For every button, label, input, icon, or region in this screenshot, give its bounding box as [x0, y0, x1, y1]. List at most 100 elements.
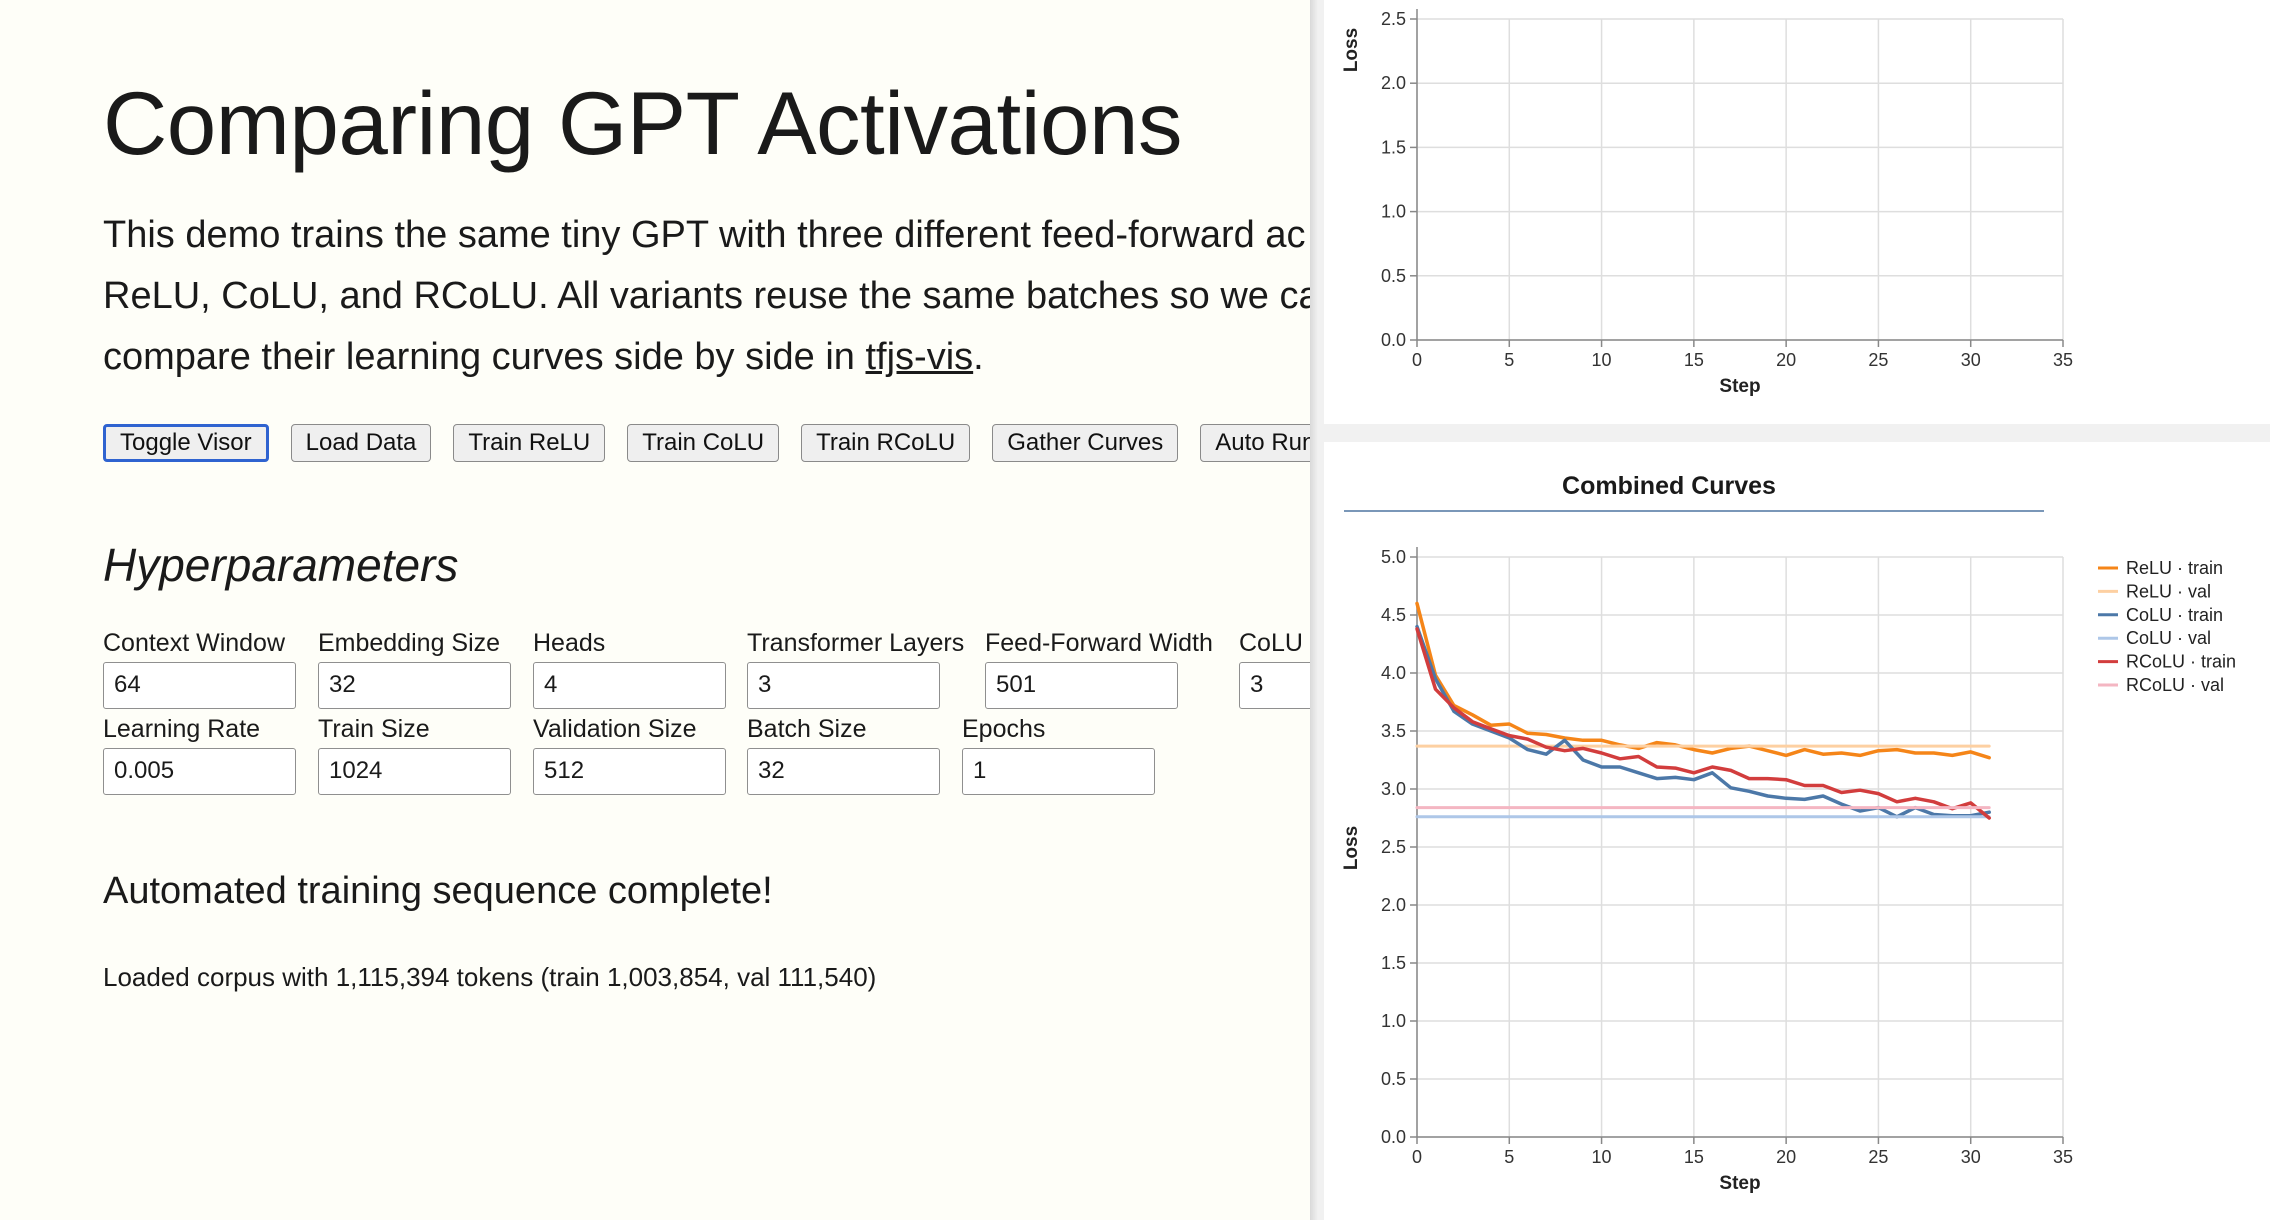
epochs-field: Epochs 1: [962, 714, 1155, 795]
x-axis-title: Step: [1719, 376, 1760, 397]
legend-label: RCoLU · train: [2126, 652, 2236, 672]
loss-chart-card: 0 5 10 15 20 25 30 35 0.0 0.5 1.0 1.5 2.0 2.5 Step Loss: [1324, 0, 2270, 424]
load-data-button[interactable]: Load Data: [290, 424, 432, 462]
context-window-input[interactable]: 64: [103, 662, 296, 709]
field-label: Transformer Layers: [747, 629, 965, 657]
x-tick-label: 15: [1684, 1147, 1704, 1167]
transformer-layers-input[interactable]: 3: [747, 662, 940, 709]
intro-line: This demo trains the same tiny GPT with …: [103, 214, 1306, 256]
main-panel: Comparing GPT Activations This demo trai…: [103, 73, 1310, 992]
legend-label: CoLU · train: [2126, 605, 2223, 625]
y-tick-label: 4.0: [1381, 663, 1406, 683]
y-tick-label: 2.5: [1381, 9, 1406, 29]
chart-title: Combined Curves: [1562, 472, 1776, 500]
auto-run-button[interactable]: Auto Run A: [1200, 424, 1310, 462]
x-tick-label: 10: [1592, 1147, 1612, 1167]
y-tick-label: 1.0: [1381, 202, 1406, 222]
learning-rate-field: Learning Rate 0.005: [103, 714, 296, 795]
combined-curves-card: Combined Curves 0 5 10 15 20 25 30 35 0.0 0.5 1.0 1…: [1324, 442, 2270, 1220]
series-line: [1415, 624, 1991, 819]
batch-size-field: Batch Size 32: [747, 714, 940, 795]
heads-input[interactable]: 4: [533, 662, 726, 709]
field-label: Train Size: [318, 715, 430, 743]
field-label: Heads: [533, 629, 606, 657]
intro-line-end: .: [973, 336, 984, 378]
series-line: [1415, 627, 1991, 820]
validation-size-field: Validation Size 512: [533, 714, 726, 795]
x-tick-label: 5: [1504, 350, 1514, 370]
legend-label: RCoLU · val: [2126, 675, 2224, 695]
y-tick-label: 1.0: [1381, 1011, 1406, 1031]
x-tick-label: 15: [1684, 350, 1704, 370]
y-tick-label: 3.0: [1381, 779, 1406, 799]
x-tick-label: 10: [1592, 350, 1612, 370]
embedding-size-field: Embedding Size 32: [318, 628, 511, 709]
gather-curves-button[interactable]: Gather Curves: [992, 424, 1179, 462]
train-rcolu-button[interactable]: Train RCoLU: [801, 424, 971, 462]
loss-chart: 0 5 10 15 20 25 30 35 0.0 0.5 1.0 1.5 2.0 2.5 Step Loss: [1341, 9, 2073, 397]
visor-panel: 0 5 10 15 20 25 30 35 0.0 0.5 1.0 1.5 2.0 2.5 Step Loss…: [1310, 0, 2270, 1220]
x-tick-label: 5: [1504, 1147, 1514, 1167]
title-divider: [1344, 510, 2044, 512]
heads-field: Heads 4: [533, 628, 726, 709]
combined-curves-chart: 0 5 10 15 20 25 30 35 0.0 0.5 1.0 1.5 2.0 2.5 3.0 3.5 4.…: [1341, 547, 2236, 1194]
legend-label: ReLU · train: [2126, 558, 2223, 578]
x-tick-label: 0: [1412, 1147, 1422, 1167]
field-label: Feed-Forward Width: [985, 629, 1213, 657]
y-tick-label: 2.0: [1381, 73, 1406, 93]
context-window-field: Context Window 64: [103, 628, 296, 709]
tfjs-vis-link[interactable]: tfjs-vis: [865, 336, 974, 378]
field-label: CoLU: [1239, 629, 1303, 657]
epochs-input[interactable]: 1: [962, 748, 1155, 795]
validation-size-input[interactable]: 512: [533, 748, 726, 795]
legend-label: ReLU · val: [2126, 581, 2211, 601]
field-label: Embedding Size: [318, 629, 501, 657]
train-size-input[interactable]: 1024: [318, 748, 511, 795]
field-label: Learning Rate: [103, 715, 261, 743]
learning-rate-input[interactable]: 0.005: [103, 748, 296, 795]
x-tick-label: 25: [1868, 350, 1888, 370]
hyperparameters-heading: Hyperparameters: [103, 539, 459, 591]
x-tick-label: 20: [1776, 350, 1796, 370]
train-size-field: Train Size 1024: [318, 714, 511, 795]
y-tick-label: 2.5: [1381, 837, 1406, 857]
x-tick-label: 20: [1776, 1147, 1796, 1167]
y-tick-label: 0.5: [1381, 266, 1406, 286]
field-label: Epochs: [962, 715, 1046, 743]
x-axis-title: Step: [1719, 1173, 1760, 1194]
y-tick-label: 1.5: [1381, 137, 1406, 157]
visor-edge: [1310, 0, 1318, 1220]
toggle-visor-button[interactable]: Toggle Visor: [103, 424, 269, 462]
x-tick-label: 0: [1412, 350, 1422, 370]
intro-text: This demo trains the same tiny GPT with …: [103, 205, 1310, 388]
intro-line-text: compare their learning curves side by si…: [103, 336, 866, 378]
x-tick-label: 30: [1961, 1147, 1981, 1167]
feed-forward-width-input[interactable]: 501: [985, 662, 1178, 709]
intro-line: ReLU, CoLU, and RCoLU. All variants reus…: [103, 275, 1310, 317]
y-tick-label: 5.0: [1381, 547, 1406, 567]
x-tick-label: 25: [1868, 1147, 1888, 1167]
series-line: [1415, 601, 1991, 760]
intro-line: compare their learning curves side by si…: [103, 327, 1310, 388]
x-tick-label: 35: [2053, 350, 2073, 370]
y-tick-label: 0.5: [1381, 1069, 1406, 1089]
y-tick-label: 2.0: [1381, 895, 1406, 915]
legend-label: CoLU · val: [2126, 628, 2211, 648]
y-tick-label: 3.5: [1381, 721, 1406, 741]
log-message: Loaded corpus with 1,115,394 tokens (tra…: [103, 962, 877, 992]
transformer-layers-field: Transformer Layers 3: [747, 628, 964, 709]
y-tick-label: 0.0: [1381, 1127, 1406, 1147]
y-tick-label: 4.5: [1381, 605, 1406, 625]
y-tick-label: 0.0: [1381, 330, 1406, 350]
y-tick-label: 1.5: [1381, 953, 1406, 973]
colu-input[interactable]: 3: [1239, 662, 1310, 709]
x-tick-label: 35: [2053, 1147, 2073, 1167]
train-relu-button[interactable]: Train ReLU: [453, 424, 606, 462]
status-message: Automated training sequence complete!: [103, 870, 773, 912]
feed-forward-width-field: Feed-Forward Width 501: [985, 628, 1213, 709]
action-buttons: Toggle Visor Load Data Train ReLU Train CoL…: [103, 424, 1310, 462]
embedding-size-input[interactable]: 32: [318, 662, 511, 709]
train-colu-button[interactable]: Train CoLU: [627, 424, 780, 462]
x-tick-label: 30: [1961, 350, 1981, 370]
batch-size-input[interactable]: 32: [747, 748, 940, 795]
